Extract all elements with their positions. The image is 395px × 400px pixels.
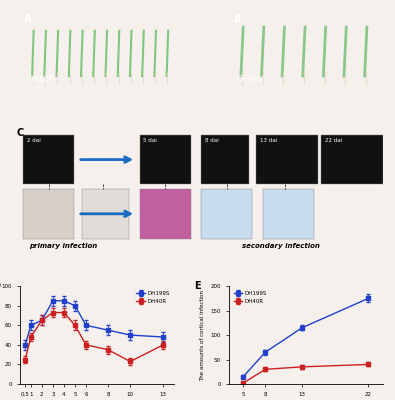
FancyBboxPatch shape (140, 189, 190, 239)
Text: 13 dai: 13 dai (260, 138, 277, 143)
FancyBboxPatch shape (140, 135, 190, 184)
Text: 22 dai: 22 dai (325, 138, 342, 143)
Text: 2 dai: 2 dai (27, 138, 41, 143)
Text: 5 dai: 5 dai (143, 138, 157, 143)
FancyBboxPatch shape (201, 189, 252, 239)
FancyBboxPatch shape (201, 135, 249, 184)
FancyBboxPatch shape (81, 189, 129, 239)
Text: primary infection: primary infection (29, 242, 98, 249)
FancyBboxPatch shape (256, 135, 318, 184)
Legend: DH199S, DH40R: DH199S, DH40R (134, 289, 171, 306)
Text: DH40R: DH40R (28, 74, 54, 84)
FancyBboxPatch shape (263, 189, 314, 239)
Y-axis label: The amounts of cortical infection: The amounts of cortical infection (200, 290, 205, 380)
Text: B: B (233, 14, 241, 24)
Text: 8 dai: 8 dai (205, 138, 219, 143)
Text: DH199S: DH199S (236, 74, 267, 84)
FancyBboxPatch shape (23, 135, 74, 184)
FancyBboxPatch shape (23, 189, 74, 239)
Text: A: A (24, 14, 32, 24)
Text: C: C (16, 128, 23, 138)
Text: E: E (194, 281, 201, 291)
Text: secondary infection: secondary infection (243, 242, 320, 249)
Legend: DH199S, DH40R: DH199S, DH40R (231, 289, 269, 306)
FancyBboxPatch shape (322, 135, 383, 184)
